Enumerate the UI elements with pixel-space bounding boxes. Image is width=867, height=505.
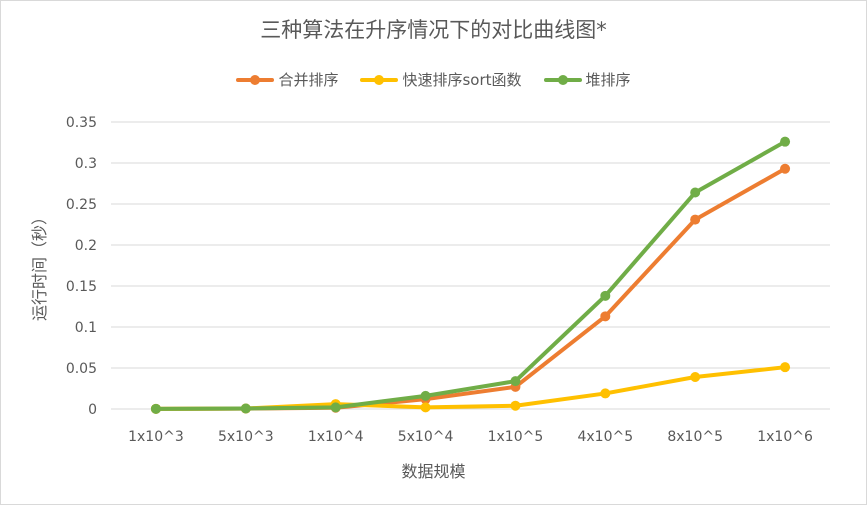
- series-1-point: [780, 362, 791, 373]
- legend-swatch-heap-sort: [543, 73, 582, 87]
- series-0-point: [600, 311, 611, 322]
- y-tick-label: 0: [88, 402, 97, 418]
- legend-item-quick-sort: 快速排序sort函数: [360, 69, 522, 90]
- series-0-point: [690, 214, 701, 225]
- legend-swatch-merge-sort: [236, 73, 275, 87]
- y-tick-label: 0.35: [66, 115, 97, 131]
- x-axis-title: 数据规模: [401, 462, 466, 481]
- series-2-point: [690, 187, 701, 198]
- series-1-point: [510, 400, 521, 411]
- chart-title: 三种算法在升序情况下的对比曲线图*: [260, 18, 607, 42]
- series-2-point: [150, 403, 161, 414]
- x-tick-label: 4x10^5: [577, 429, 633, 445]
- x-tick-label: 5x10^3: [218, 429, 274, 445]
- x-tick-label: 1x10^6: [757, 429, 813, 445]
- x-tick-label: 8x10^5: [667, 429, 723, 445]
- series-0-point: [780, 163, 791, 174]
- legend-label-heap-sort: 堆排序: [585, 71, 631, 89]
- series-1-point: [690, 372, 701, 383]
- y-tick-label: 0.1: [75, 320, 97, 336]
- x-tick-label: 1x10^5: [488, 429, 544, 445]
- series-2-point: [510, 376, 521, 387]
- series-2-point: [600, 290, 611, 301]
- x-tick-label: 1x10^3: [128, 429, 184, 445]
- series-1-point: [600, 388, 611, 399]
- legend-item-merge-sort: 合并排序: [236, 69, 338, 90]
- legend-label-merge-sort: 合并排序: [278, 71, 339, 89]
- series-2-point: [780, 136, 791, 147]
- series-2-point: [330, 402, 341, 413]
- x-tick-label: 5x10^4: [398, 429, 454, 445]
- series-line-0: [153, 166, 788, 411]
- y-tick-label: 0.05: [66, 361, 97, 377]
- y-tick-label: 0.15: [66, 279, 97, 295]
- series-2-point: [240, 403, 251, 414]
- legend-label-quick-sort: 快速排序sort函数: [402, 71, 522, 89]
- series-line-2: [153, 139, 788, 411]
- series-1-point: [420, 402, 431, 413]
- series-2-point: [420, 390, 431, 401]
- y-axis-title: 运行时间（秒）: [30, 208, 49, 322]
- y-tick-label: 0.25: [66, 197, 97, 213]
- x-tick-label: 1x10^4: [308, 429, 364, 445]
- y-tick-label: 0.3: [75, 156, 97, 172]
- legend: 合并排序 快速排序sort函数 堆排序: [0, 69, 867, 90]
- legend-item-heap-sort: 堆排序: [543, 69, 631, 90]
- y-tick-label: 0.2: [75, 238, 97, 254]
- legend-swatch-quick-sort: [360, 73, 399, 87]
